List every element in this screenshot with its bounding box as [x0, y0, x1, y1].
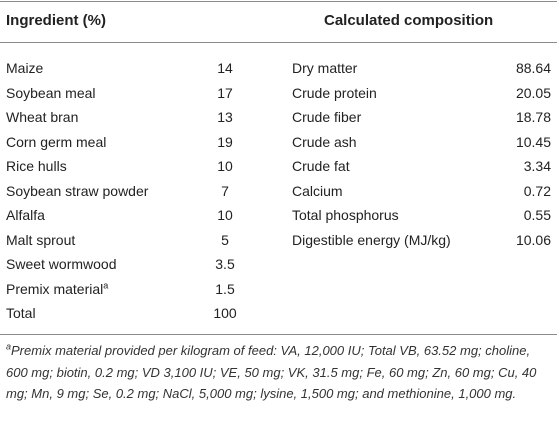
ingredient-name: Corn germ meal — [6, 133, 106, 151]
ingredient-name: Sweet wormwood — [6, 255, 117, 273]
composition-name: Crude fat — [292, 158, 350, 174]
ingredient-marker: a — [103, 279, 109, 290]
header-composition: Calculated composition — [324, 12, 494, 29]
ingredient-name: Premix materiala — [6, 280, 108, 298]
ingredient-name-text: Alfalfa — [6, 207, 45, 223]
ingredient-value: 1.5 — [215, 280, 235, 297]
composition-value: 20.05 — [515, 84, 551, 101]
header-rule — [0, 42, 557, 43]
footnote: aPremix material provided per kilogram o… — [6, 340, 551, 405]
ingredient-value: 17 — [217, 84, 233, 101]
ingredient-name-text: Maize — [6, 60, 44, 76]
ingredient-name-text: Corn germ meal — [6, 133, 107, 150]
composition-value: 10.45 — [515, 133, 551, 150]
ingredient-name: Malt sprout — [6, 231, 75, 249]
ingredient-name: Soybean meal — [6, 84, 96, 102]
composition-name: Crude fiber — [292, 109, 362, 125]
composition-name: Crude ash — [292, 133, 357, 150]
ingredient-name-text: Soybean straw powder — [6, 182, 149, 199]
ingredient-value: 13 — [217, 109, 233, 125]
header-ingredient: Ingredient (%) — [6, 12, 106, 29]
ingredient-name-text: Malt sprout — [6, 231, 76, 248]
ingredient-value: 14 — [217, 60, 233, 76]
ingredient-value: 100 — [213, 305, 237, 321]
composition-name: Total phosphorus — [292, 207, 399, 223]
ingredient-value: 3.5 — [215, 256, 235, 272]
ingredient-name-text: Soybean meal — [6, 84, 96, 101]
ingredient-value: 10 — [217, 207, 233, 223]
composition-name: Crude protein — [292, 84, 377, 101]
composition-name: Digestible energy (MJ/kg) — [292, 231, 451, 248]
ingredient-name-text: Premix material — [6, 280, 104, 297]
bottom-rule — [0, 334, 557, 335]
top-rule — [0, 1, 557, 2]
ingredient-name-text: Rice hulls — [6, 158, 67, 174]
composition-value: 0.72 — [523, 182, 551, 199]
composition-value: 88.64 — [515, 60, 551, 76]
ingredient-value: 10 — [217, 158, 233, 174]
ingredient-value: 5 — [221, 231, 229, 248]
ingredient-name: Rice hulls — [6, 157, 67, 175]
ingredient-name: Wheat bran — [6, 108, 78, 126]
composition-name: Calcium — [292, 182, 343, 199]
ingredient-name: Alfalfa — [6, 206, 45, 224]
ingredient-name: Soybean straw powder — [6, 182, 148, 200]
composition-value: 18.78 — [515, 109, 551, 125]
ingredient-name-text: Total — [6, 305, 36, 321]
ingredient-value: 7 — [221, 182, 229, 199]
footnote-text: Premix material provided per kilogram of… — [6, 343, 537, 401]
composition-name: Dry matter — [292, 60, 358, 76]
ingredient-name: Total — [6, 304, 36, 322]
ingredient-name-text: Sweet wormwood — [6, 256, 117, 272]
ingredient-value: 19 — [217, 133, 233, 150]
composition-value: 3.34 — [523, 158, 551, 174]
ingredient-name: Maize — [6, 59, 43, 77]
ingredient-name-text: Wheat bran — [6, 109, 79, 125]
composition-value: 0.55 — [523, 207, 551, 223]
footnote-marker: a — [6, 341, 12, 352]
composition-value: 10.06 — [515, 231, 551, 248]
